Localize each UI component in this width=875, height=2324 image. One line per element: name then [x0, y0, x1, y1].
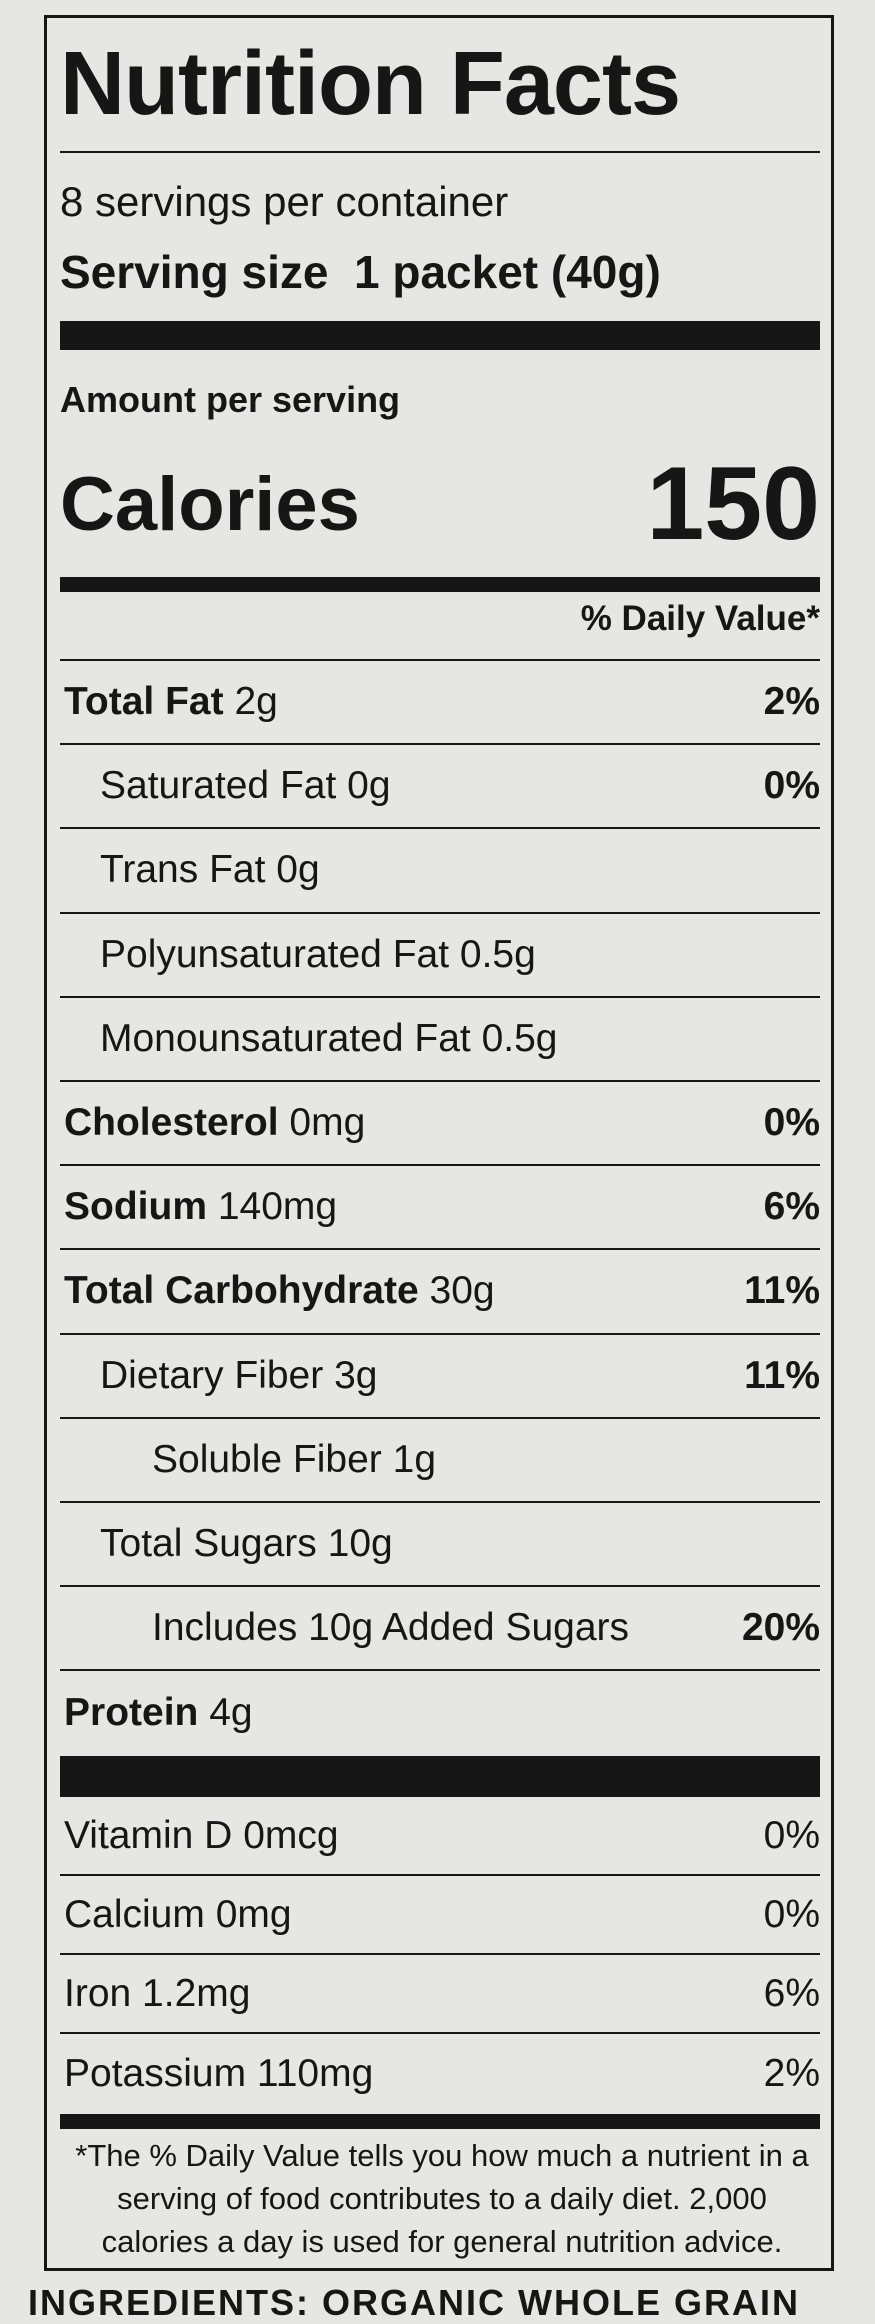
nutrient-name: Monounsaturated Fat	[100, 1016, 471, 1060]
nutrient: Vitamin D 0mcg	[64, 1814, 339, 1858]
nutrient: Cholesterol 0mg	[64, 1101, 365, 1145]
nutrient-amount: 0.5g	[481, 1016, 558, 1060]
nutrient-row: Includes 10g Added Sugars 20%	[60, 1587, 820, 1672]
calories-label: Calories	[60, 461, 360, 547]
ingredients: INGREDIENTS: ORGANIC WHOLE GRAIN	[28, 2282, 800, 2323]
nutrient: Total Sugars 10g	[100, 1522, 393, 1566]
nutrient-name: Vitamin D	[64, 1813, 233, 1857]
nutrient-row: Monounsaturated Fat 0.5g	[60, 998, 820, 1082]
nutrient: Total Fat 2g	[64, 680, 278, 724]
nutrient: Protein 4g	[64, 1691, 253, 1735]
nutrient-amount: 1g	[392, 1437, 437, 1481]
nutrient: Monounsaturated Fat 0.5g	[100, 1017, 557, 1061]
nutrient-row: Saturated Fat 0g 0%	[60, 745, 820, 830]
daily-value: 6%	[763, 1971, 820, 2015]
divider	[60, 659, 820, 661]
servings: 8 servings per container	[60, 178, 509, 225]
nutrient-amount: 0mg	[215, 1892, 292, 1936]
thick-bar	[60, 321, 820, 350]
serving-size-label: Serving size	[60, 246, 329, 298]
nutrient: Dietary Fiber 3g	[100, 1354, 377, 1398]
nutrient-amount: 0mcg	[243, 1813, 339, 1857]
nutrient: Trans Fat 0g	[100, 848, 320, 892]
nutrient-row: Total Sugars 10g	[60, 1503, 820, 1588]
nutrient: Saturated Fat 0g	[100, 764, 391, 808]
nutrient-name: Total Fat	[64, 680, 224, 724]
daily-value: 0%	[763, 1101, 820, 1145]
nutrient-amount: 0.5g	[459, 932, 536, 976]
nutrient-amount: 4g	[209, 1691, 253, 1735]
title: Nutrition Facts	[60, 33, 681, 134]
calories: Calories 150	[60, 446, 820, 562]
nutrient: Total Carbohydrate 30g	[64, 1269, 495, 1313]
serving-size-value: 1 packet (40g)	[354, 246, 661, 298]
daily-value: 11%	[744, 1269, 820, 1313]
serving-size: Serving size 1 packet (40g)	[60, 242, 820, 302]
nutrient-row: Calcium 0mg 0%	[60, 1876, 820, 1955]
divider	[60, 151, 820, 153]
nutrient-row: Cholesterol 0mg 0%	[60, 1082, 820, 1167]
nutrient-row: Trans Fat 0g	[60, 829, 820, 914]
daily-value: 11%	[744, 1353, 820, 1397]
footnote: *The % Daily Value tells you how much a …	[75, 2138, 809, 2259]
daily-value: 2%	[763, 2051, 820, 2095]
daily-value: 0%	[763, 764, 820, 808]
nutrient-amount: 0g	[347, 764, 391, 808]
thick-bar	[60, 577, 820, 592]
thick-bar	[60, 2114, 820, 2129]
nutrient-name: Iron	[64, 1971, 132, 2015]
daily-value: 20%	[741, 1606, 820, 1650]
nutrient-row: Total Carbohydrate 30g 11%	[60, 1250, 820, 1335]
nutrient: Calcium 0mg	[64, 1893, 292, 1937]
nutrient-row: Polyunsaturated Fat 0.5g	[60, 914, 820, 998]
nutrient-name: Cholesterol	[64, 1101, 279, 1145]
nutrient-name: Saturated Fat	[100, 764, 337, 808]
nutrient-name: Potassium	[64, 2051, 247, 2095]
nutrient-name: Total Carbohydrate	[64, 1269, 419, 1313]
nutrient-amount: 30g	[429, 1269, 495, 1313]
daily-value-header: % Daily Value*	[580, 599, 820, 638]
label-border	[44, 15, 834, 2271]
nutrient-name: Includes 10g Added Sugars	[152, 1606, 630, 1650]
calories-value: 150	[646, 445, 820, 562]
nutrient-amount: 10g	[327, 1522, 393, 1566]
nutrient-amount: 1.2mg	[142, 1971, 251, 2015]
nutrient: Soluble Fiber 1g	[152, 1438, 436, 1482]
nutrient-row: Potassium 110mg 2%	[60, 2034, 820, 2113]
nutrient-row: Total Fat 2g 2%	[60, 661, 820, 746]
nutrient-amount: 0mg	[289, 1101, 366, 1145]
nutrient-amount: 140mg	[217, 1185, 338, 1229]
nutrient-amount: 110mg	[256, 2051, 374, 2095]
nutrient-row: Soluble Fiber 1g	[60, 1419, 820, 1503]
daily-value: 0%	[763, 1892, 820, 1936]
nutrient-name: Calcium	[64, 1892, 205, 1936]
nutrient-row: Sodium 140mg 6%	[60, 1166, 820, 1251]
nutrient-name: Sodium	[64, 1185, 207, 1229]
nutrient: Sodium 140mg	[64, 1185, 337, 1229]
daily-value: 6%	[763, 1185, 820, 1229]
nutrient-row: Dietary Fiber 3g 11%	[60, 1335, 820, 1419]
nutrient-row: Iron 1.2mg 6%	[60, 1955, 820, 2034]
nutrient: Polyunsaturated Fat 0.5g	[100, 933, 536, 977]
nutrient-amount: 0g	[276, 848, 320, 892]
nutrient: Potassium 110mg	[64, 2052, 373, 2096]
nutrient-name: Protein	[64, 1691, 199, 1735]
nutrient-name: Total Sugars	[100, 1522, 317, 1566]
nutrient: Includes 10g Added Sugars	[152, 1606, 629, 1650]
nutrient-name: Dietary Fiber	[100, 1353, 324, 1397]
nutrient-amount: 2g	[234, 680, 278, 724]
nutrient-name: Polyunsaturated Fat	[100, 932, 450, 976]
amount-per-serving: Amount per serving	[60, 379, 401, 420]
daily-value: 2%	[763, 680, 820, 724]
nutrient-row: Vitamin D 0mcg 0%	[60, 1797, 820, 1876]
nutrient-amount: 3g	[334, 1353, 378, 1397]
nutrient: Iron 1.2mg	[64, 1972, 250, 2016]
nutrient-name: Soluble Fiber	[152, 1437, 382, 1481]
nutrient-row: Protein 4g	[60, 1671, 820, 1755]
nutrient-name: Trans Fat	[100, 848, 266, 892]
daily-value: 0%	[763, 1813, 820, 1857]
thick-bar	[60, 1756, 820, 1797]
